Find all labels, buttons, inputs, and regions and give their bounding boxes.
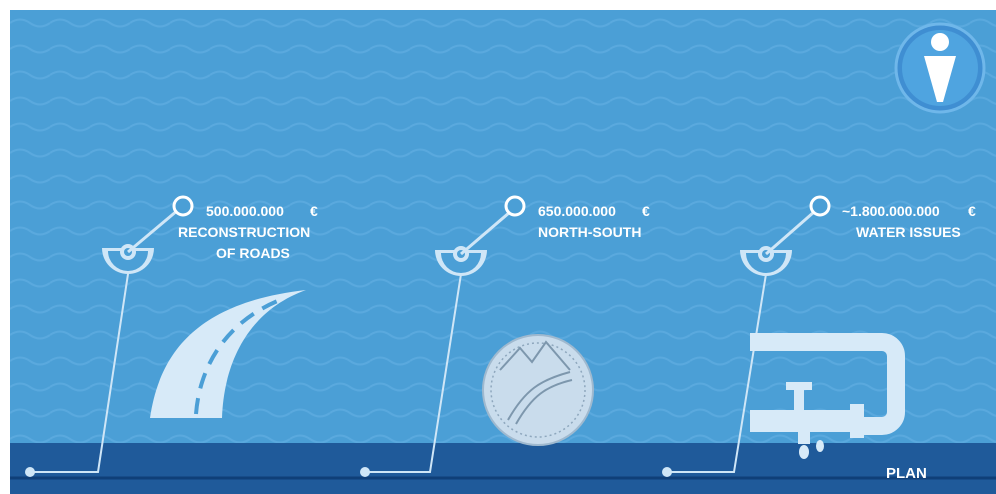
item-roads: 500.000.000 € RECONSTRUCTION OF ROADS [25,195,318,477]
currency-north-south: € [642,203,650,219]
road-icon [150,290,306,418]
infographic-stage: 500.000.000 € RECONSTRUCTION OF ROADS [10,10,996,494]
label-roads-line2: OF ROADS [216,245,290,261]
connector-line [667,250,767,473]
label-roads-line1: RECONSTRUCTION [178,224,310,240]
timeline-band [10,443,996,494]
info-person-logo [894,22,986,114]
amount-water: ~1.800.000.000 [842,203,940,219]
timeline-dot [25,467,35,477]
connector-line [365,250,462,473]
pin-knob [504,195,526,217]
item-north-south: 650.000.000 € NORTH-SOUTH [360,195,650,477]
amount-roads: 500.000.000 [206,203,284,219]
pin-knob [172,195,194,217]
water-pipe-icon [750,333,905,459]
item-water: ~1.800.000.000 € WATER ISSUES [662,195,976,477]
currency-water: € [968,203,976,219]
plan-label: PLAN [886,465,927,482]
label-water: WATER ISSUES [856,224,961,240]
label-north-south: NORTH-SOUTH [538,224,641,240]
amount-north-south: 650.000.000 [538,203,616,219]
timeline-dot [662,467,672,477]
pin-knob [809,195,831,217]
connector-line [30,248,129,473]
north-south-coin-icon [482,334,594,446]
infographic-scene: 500.000.000 € RECONSTRUCTION OF ROADS [10,22,996,482]
timeline-dot [360,467,370,477]
currency-roads: € [310,203,318,219]
